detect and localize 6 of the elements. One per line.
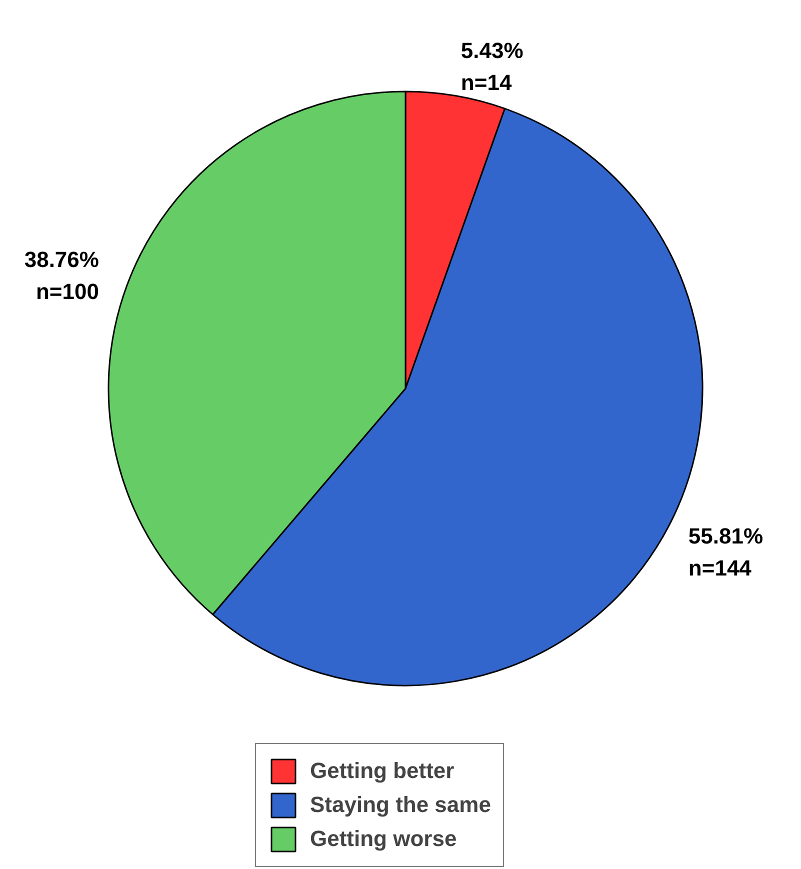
legend-label: Getting worse <box>310 826 457 852</box>
data-label: 5.43% n=14 <box>460 38 524 96</box>
data-label: 38.76% n=100 <box>24 247 99 304</box>
legend-label: Getting better <box>310 758 454 784</box>
data-label: 55.81% n=144 <box>688 523 764 580</box>
legend-label: Staying the same <box>310 792 491 818</box>
